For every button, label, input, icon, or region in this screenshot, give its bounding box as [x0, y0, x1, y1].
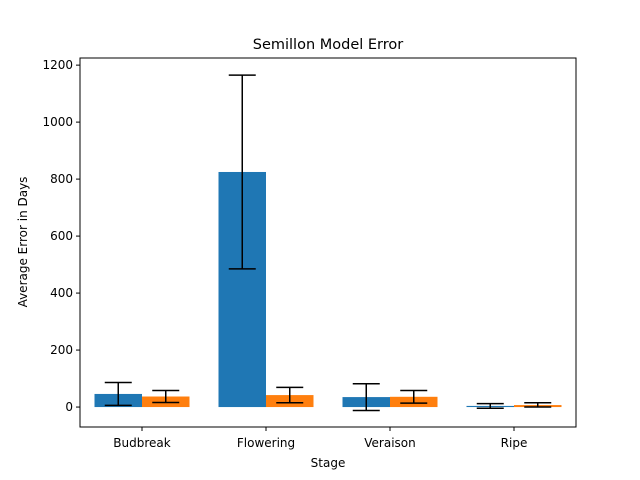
chart-title: Semillon Model Error — [253, 37, 404, 53]
x-tick-label: Veraison — [364, 436, 415, 450]
error-bar — [104, 381, 132, 407]
y-tick-label: 600 — [50, 229, 73, 243]
y-axis-label: Average Error in Days — [16, 177, 30, 308]
error-bar — [524, 402, 552, 408]
error-bar — [276, 386, 304, 404]
y-tick-label: 1000 — [42, 115, 73, 129]
y-tick-label: 200 — [50, 343, 73, 357]
x-tick-label: Ripe — [501, 436, 528, 450]
x-axis-label: Stage — [311, 456, 346, 470]
x-tick-label: Flowering — [237, 436, 295, 450]
error-bar — [400, 389, 428, 404]
y-tick-label: 0 — [65, 400, 73, 414]
error-bar — [228, 74, 256, 270]
x-tick-label: Budbreak — [113, 436, 170, 450]
y-tick-label: 1200 — [42, 58, 73, 72]
error-bar — [352, 382, 380, 412]
error-bar — [152, 389, 180, 404]
axes-frame — [79, 57, 577, 428]
error-bar — [476, 402, 504, 409]
y-tick-label: 400 — [50, 286, 73, 300]
plot-area: 0 200 400 600 800 1000 1200 Budbreak Flowering Ve… — [42, 58, 562, 450]
y-tick-label: 800 — [50, 172, 73, 186]
